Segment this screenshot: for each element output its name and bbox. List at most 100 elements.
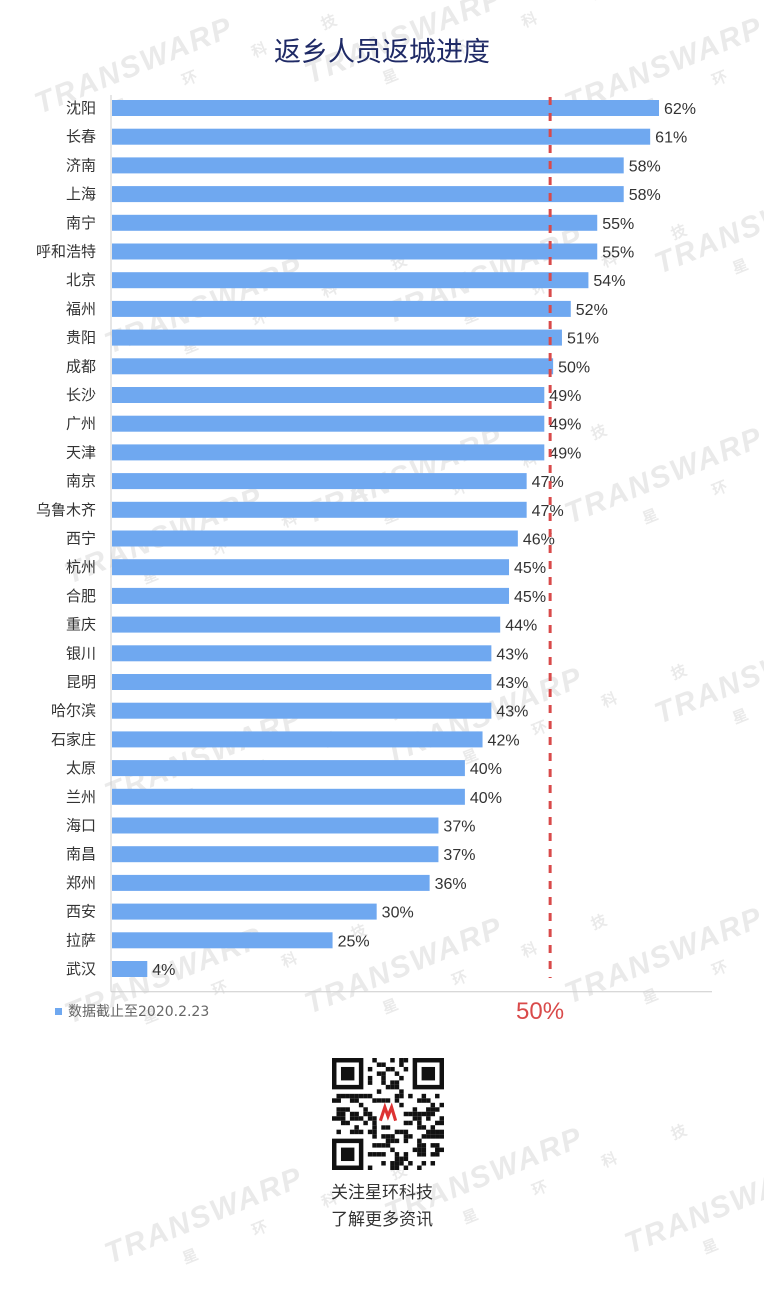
data-label: 46%	[523, 532, 555, 549]
legend: 数据截止至2020.2.23	[55, 1001, 209, 1021]
category-label: 呼和浩特	[36, 243, 96, 261]
bar	[112, 501, 527, 518]
category-label: 贵阳	[66, 329, 96, 347]
bar	[112, 788, 465, 805]
qr-code-icon	[332, 1058, 444, 1170]
data-label: 55%	[602, 216, 634, 233]
category-label: 天津	[66, 443, 96, 461]
category-label: 北京	[66, 271, 96, 289]
bar	[112, 903, 377, 920]
data-label: 49%	[549, 445, 581, 462]
bar	[112, 128, 651, 145]
category-label: 太原	[66, 759, 96, 777]
bar-chart: 沈阳 62% 长春 61% 济南 58% 上海 58% 南宁 55% 呼和浩特 55% 北京 54% 福州 5…	[36, 95, 712, 993]
data-label: 43%	[496, 704, 528, 721]
bar	[112, 214, 598, 231]
data-label: 37%	[443, 847, 475, 864]
bar	[112, 272, 589, 289]
data-label: 49%	[549, 417, 581, 434]
category-label: 长沙	[66, 386, 96, 404]
data-label: 58%	[629, 158, 661, 175]
category-label: 哈尔滨	[51, 702, 96, 720]
bar	[112, 961, 148, 977]
bar	[112, 186, 624, 203]
category-label: 石家庄	[51, 730, 96, 748]
category-label: 海口	[66, 817, 96, 835]
bar	[112, 587, 510, 604]
bar	[112, 760, 465, 777]
category-label: 济南	[66, 156, 96, 174]
category-label: 福州	[66, 300, 96, 318]
category-label: 南京	[66, 472, 96, 490]
data-label: 45%	[514, 589, 546, 606]
qr-caption-line1: 关注星环科技	[331, 1183, 433, 1203]
category-label: 沈阳	[66, 99, 96, 117]
data-label: 43%	[496, 675, 528, 692]
data-label: 25%	[338, 933, 370, 950]
bar	[112, 444, 545, 461]
data-label: 51%	[567, 331, 599, 348]
data-label: 58%	[629, 187, 661, 204]
category-label: 南宁	[66, 214, 96, 232]
bar	[112, 702, 492, 719]
bar	[112, 616, 501, 633]
bar	[112, 243, 598, 260]
bar	[112, 817, 439, 834]
bar	[112, 473, 527, 490]
qr-caption-line2: 了解更多资讯	[331, 1210, 433, 1230]
data-label: 36%	[435, 876, 467, 893]
data-label: 47%	[532, 503, 564, 520]
data-label: 42%	[488, 732, 520, 749]
data-label: 44%	[505, 618, 537, 635]
category-label: 拉萨	[66, 931, 96, 949]
data-label: 62%	[664, 101, 696, 118]
bar	[112, 100, 659, 116]
bar	[112, 415, 545, 432]
bar	[112, 329, 562, 346]
category-label: 银川	[66, 644, 96, 662]
data-label: 55%	[602, 245, 634, 262]
data-label: 52%	[576, 302, 608, 319]
data-label: 4%	[152, 962, 175, 979]
data-label: 40%	[470, 761, 502, 778]
bar	[112, 674, 492, 690]
category-label: 西安	[66, 903, 96, 921]
bar	[112, 932, 333, 949]
category-label: 重庆	[66, 616, 96, 634]
bar	[112, 874, 430, 891]
category-label: 武汉	[66, 960, 96, 978]
data-label: 61%	[655, 130, 687, 147]
data-label: 50%	[558, 359, 590, 376]
data-label: 54%	[593, 273, 625, 290]
category-label: 南昌	[66, 845, 96, 863]
data-label: 37%	[443, 819, 475, 836]
legend-swatch	[55, 1007, 62, 1015]
qr-caption: 关注星环科技 了解更多资讯	[0, 1180, 764, 1234]
reference-line-label: 50%	[516, 998, 565, 1025]
category-label: 兰州	[66, 788, 96, 806]
bar	[112, 559, 510, 576]
bar	[112, 530, 518, 547]
bar	[112, 300, 571, 317]
data-label: 40%	[470, 790, 502, 807]
category-label: 广州	[66, 415, 96, 433]
data-label: 49%	[549, 388, 581, 405]
bar	[112, 846, 439, 863]
category-label: 合肥	[66, 587, 96, 605]
data-label: 47%	[532, 474, 564, 491]
bar	[112, 157, 624, 174]
category-label: 西宁	[66, 530, 96, 548]
category-label: 昆明	[66, 673, 96, 691]
bar	[112, 358, 554, 375]
data-label: 45%	[514, 560, 546, 577]
legend-label: 数据截止至2020.2.23	[68, 1004, 210, 1020]
chart-title: 返乡人员返城进度	[274, 37, 490, 68]
data-label: 30%	[382, 905, 414, 922]
category-label: 杭州	[66, 558, 96, 576]
category-label: 上海	[66, 185, 96, 203]
bar	[112, 387, 545, 403]
bar	[112, 731, 483, 748]
data-label: 43%	[496, 646, 528, 663]
bar	[112, 645, 492, 662]
category-label: 乌鲁木齐	[36, 501, 96, 519]
